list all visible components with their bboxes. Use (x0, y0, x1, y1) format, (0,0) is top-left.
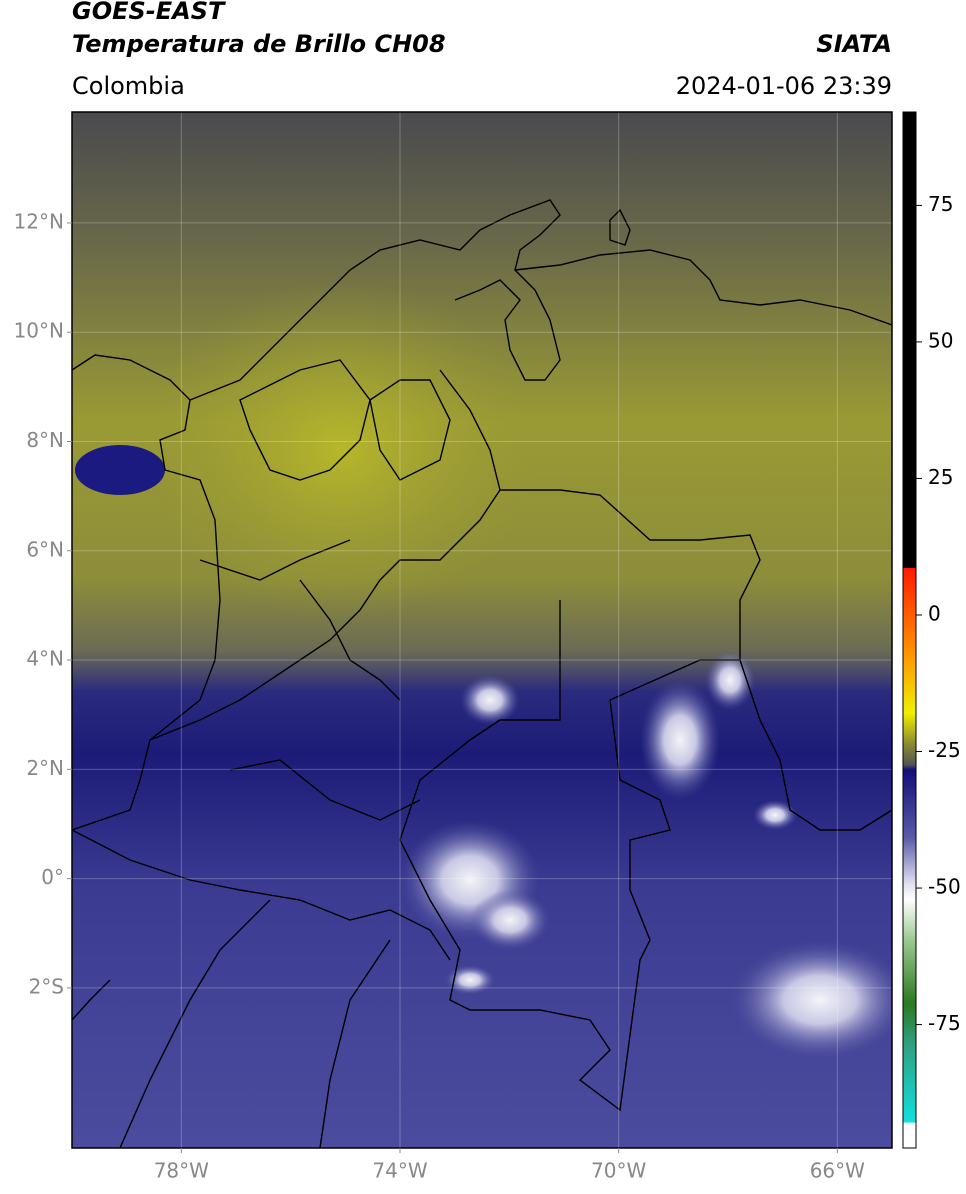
lon-tick-label: 70°W (591, 1159, 646, 1183)
region: Colombia (72, 72, 185, 100)
colorbar-tick-label: 25 (928, 465, 953, 489)
satellite-image (72, 112, 892, 1148)
lat-tick-label: 4°N (26, 647, 64, 671)
colorbar-tick-label: 75 (928, 192, 953, 216)
colorbar (902, 111, 917, 1149)
colorbar-tick-label: 0 (928, 601, 941, 625)
lat-tick-label: 2°N (26, 756, 64, 780)
lat-tick-label: 10°N (14, 319, 64, 343)
lat-tick-label: 8°N (26, 428, 64, 452)
lon-tick-label: 66°W (810, 1159, 865, 1183)
lon-tick-label: 78°W (154, 1159, 209, 1183)
satellite-title: GOES-EAST (72, 0, 226, 25)
lat-tick-label: 6°N (26, 537, 64, 561)
lat-tick-label: 2°S (29, 974, 64, 998)
colorbar-tick-label: -50 (928, 875, 961, 899)
lat-tick-label: 12°N (14, 209, 64, 233)
lat-tick-label: 0° (41, 865, 64, 889)
map-frame (71, 111, 893, 1149)
source: SIATA (816, 30, 892, 58)
graticule (72, 112, 892, 1148)
lon-tick-label: 74°W (372, 1159, 427, 1183)
datetime: 2024-01-06 23:39 (676, 72, 892, 100)
colorbar-tick-label: 50 (928, 328, 953, 352)
colorbar-tick-label: -75 (928, 1011, 961, 1035)
product-title: Temperatura de Brillo CH08 (72, 30, 446, 58)
colorbar-tick-label: -25 (928, 738, 961, 762)
